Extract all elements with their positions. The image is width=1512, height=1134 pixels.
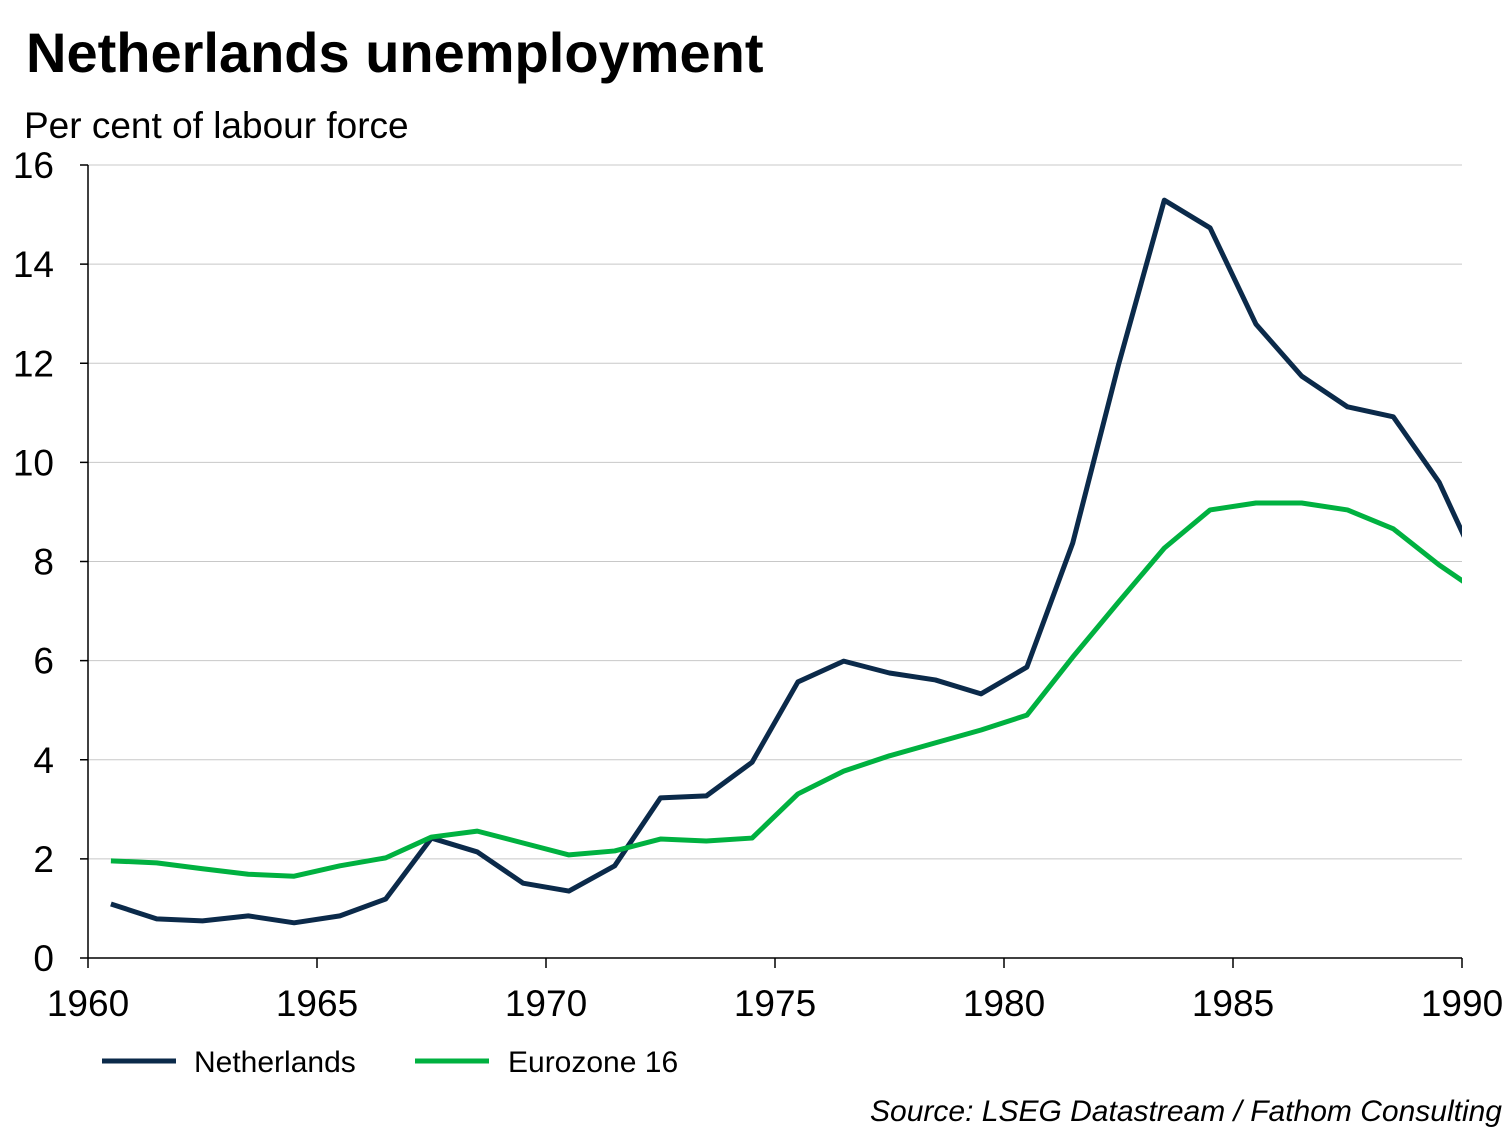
series-line-eurozone-16 bbox=[110, 500, 1462, 879]
legend-label-eurozone: Eurozone 16 bbox=[508, 1046, 678, 1079]
y-tick-label: 0 bbox=[33, 938, 54, 979]
chart-subtitle: Per cent of labour force bbox=[24, 105, 409, 146]
x-tick-label: 1985 bbox=[1192, 983, 1274, 1024]
series-line-netherlands bbox=[110, 197, 1462, 926]
y-tick-label: 16 bbox=[13, 145, 54, 186]
x-tick-label: 1980 bbox=[963, 983, 1045, 1024]
y-tick-label: 8 bbox=[33, 542, 54, 583]
y-tick-label: 6 bbox=[33, 641, 54, 682]
chart-title: Netherlands unemployment bbox=[26, 21, 763, 84]
x-tick-label: 1960 bbox=[47, 983, 129, 1024]
y-tick-label: 2 bbox=[33, 839, 54, 880]
y-tick-label: 4 bbox=[33, 740, 54, 781]
x-tick-label: 1970 bbox=[505, 983, 587, 1024]
y-tick-label: 12 bbox=[13, 343, 54, 384]
x-tick-label: 1975 bbox=[734, 983, 816, 1024]
x-tick-label: 1990 bbox=[1421, 983, 1503, 1024]
legend-label-netherlands: Netherlands bbox=[194, 1046, 356, 1079]
y-tick-label: 14 bbox=[13, 244, 54, 285]
x-tick-label: 1965 bbox=[276, 983, 358, 1024]
legend: Netherlands Eurozone 16 bbox=[102, 1046, 678, 1079]
source-note: Source: LSEG Datastream / Fathom Consult… bbox=[870, 1095, 1502, 1128]
y-tick-label: 10 bbox=[13, 442, 54, 483]
